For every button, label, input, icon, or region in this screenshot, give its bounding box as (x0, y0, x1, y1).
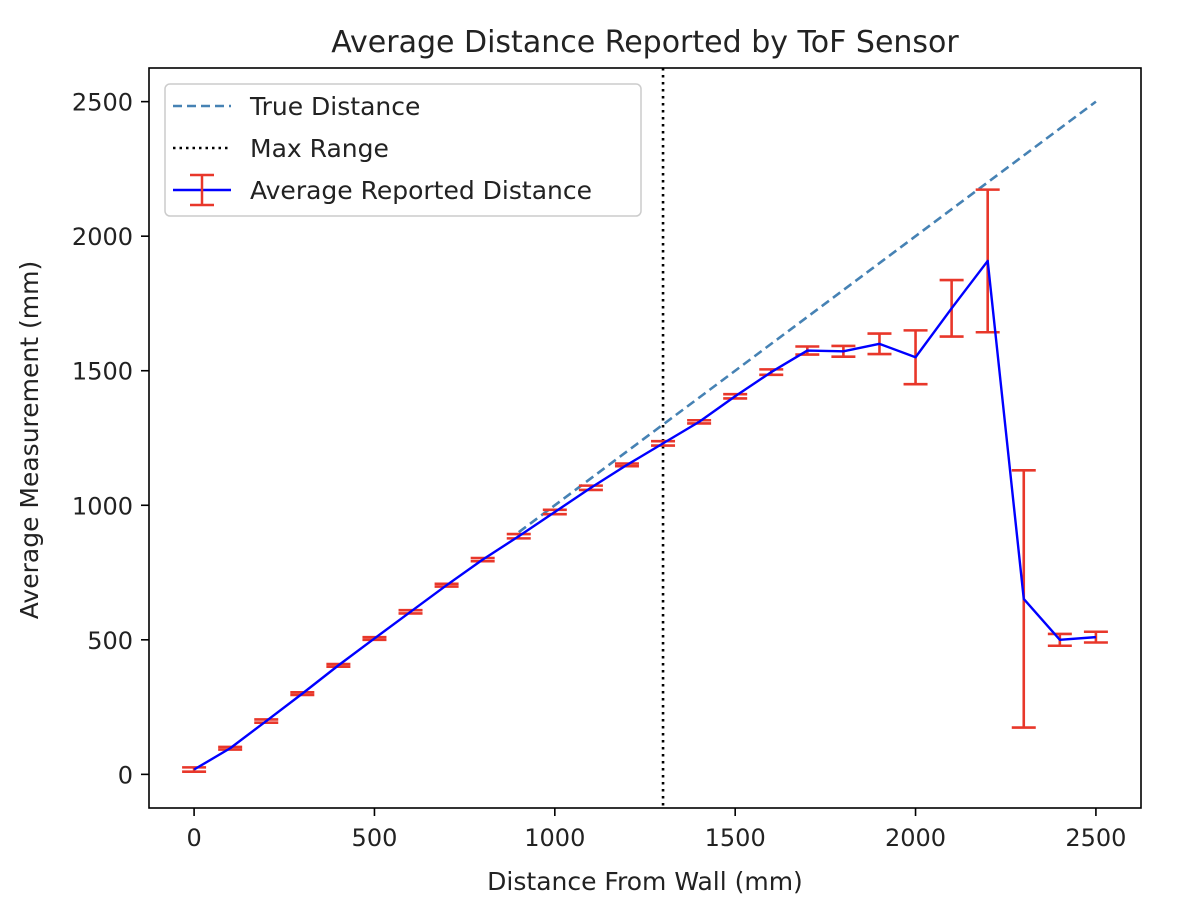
plot-area (182, 68, 1108, 808)
y-tick-label: 2000 (72, 223, 133, 251)
y-tick-label: 2500 (72, 89, 133, 117)
x-axis-label: Distance From Wall (mm) (487, 867, 803, 896)
x-tick-label: 500 (352, 824, 398, 852)
axes-frame (148, 67, 1142, 809)
x-tick-label: 1000 (524, 824, 585, 852)
y-tick-label: 1000 (72, 492, 133, 520)
true-distance-line (517, 100, 1097, 534)
legend-true-distance-label: True Distance (249, 92, 420, 121)
y-tick-label: 1500 (72, 358, 133, 386)
legend-average-label: Average Reported Distance (250, 176, 592, 205)
axis-ticks: 0 500 1000 1500 2000 2500 0 500 1000 1500 2000 2500 (72, 89, 1127, 852)
legend-max-range-label: Max Range (250, 134, 389, 163)
y-tick-label: 0 (118, 761, 133, 789)
legend-box (164, 83, 642, 217)
average-reported-distance-line (193, 259, 1096, 771)
y-tick-label: 500 (87, 627, 133, 655)
y-axis-label: Average Measurement (mm) (15, 261, 44, 619)
x-tick-label: 0 (186, 824, 201, 852)
x-tick-label: 2500 (1065, 824, 1126, 852)
x-tick-label: 1500 (705, 824, 766, 852)
legend: True Distance Max Range Average Reported… (164, 83, 642, 217)
chart-title: Average Distance Reported by ToF Sensor (331, 25, 959, 60)
x-tick-label: 2000 (885, 824, 946, 852)
